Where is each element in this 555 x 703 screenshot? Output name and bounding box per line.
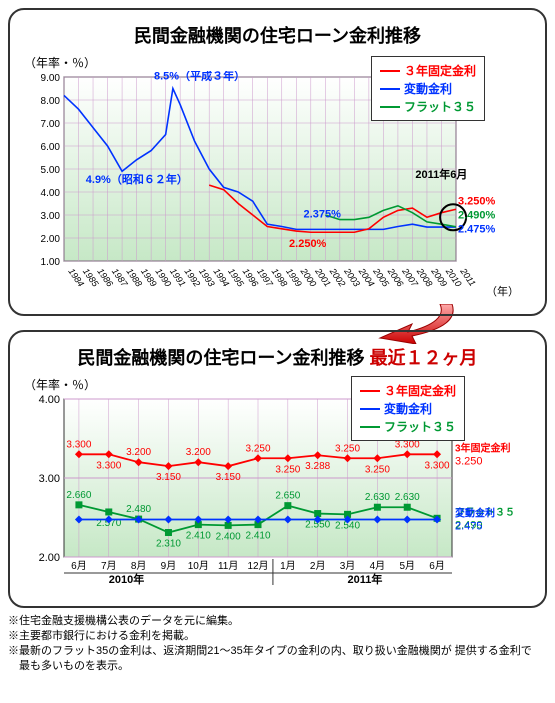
svg-text:6.00: 6.00 (41, 142, 61, 153)
svg-text:3.00: 3.00 (39, 473, 60, 485)
svg-text:2.410: 2.410 (186, 531, 211, 542)
top-title: 民間金融機関の住宅ローン金利推移 (24, 22, 531, 48)
svg-text:3.250: 3.250 (335, 443, 360, 454)
svg-text:3.250: 3.250 (275, 464, 300, 475)
svg-text:2006: 2006 (385, 266, 405, 289)
svg-text:2.475%: 2.475% (458, 223, 496, 235)
svg-text:6月: 6月 (71, 560, 87, 572)
note-line: ※主要都市銀行における金利を掲載。 (8, 629, 547, 644)
svg-text:（年）: （年） (486, 284, 519, 298)
top-panel: 民間金融機関の住宅ローン金利推移 （年率・％） 1.002.003.004.00… (8, 8, 547, 316)
bottom-title-main: 民間金融機関の住宅ローン金利推移 (77, 348, 364, 368)
svg-text:2.480: 2.480 (126, 504, 151, 515)
svg-text:2003: 2003 (342, 266, 362, 289)
note-line: ※最新のフラット35の金利は、返済期間21～35年タイプの金利の内、取り扱い金融… (8, 644, 547, 659)
svg-text:2.490%: 2.490% (458, 209, 496, 221)
svg-text:2月: 2月 (310, 560, 326, 572)
footnotes: ※住宅金融支援機構公表のデータを元に編集。 ※主要都市銀行における金利を掲載。 … (8, 614, 547, 673)
svg-text:4.00: 4.00 (41, 188, 61, 199)
svg-text:3年固定金利: 3年固定金利 (455, 441, 511, 454)
svg-text:3.250: 3.250 (455, 455, 483, 467)
svg-text:2010: 2010 (443, 266, 463, 289)
svg-text:2.630: 2.630 (395, 492, 420, 503)
svg-text:11月: 11月 (218, 560, 238, 572)
svg-text:3.300: 3.300 (66, 439, 91, 450)
svg-text:2.475: 2.475 (455, 520, 483, 532)
svg-text:変動金利: 変動金利 (455, 506, 495, 519)
svg-text:3.150: 3.150 (156, 472, 181, 483)
svg-text:2.00: 2.00 (41, 234, 61, 245)
svg-text:3.288: 3.288 (305, 461, 330, 472)
svg-text:4月: 4月 (370, 560, 386, 572)
bottom-title-sub: 最近１２ヶ月 (370, 348, 478, 368)
svg-text:9.00: 9.00 (41, 73, 61, 84)
svg-text:2.660: 2.660 (66, 490, 91, 501)
svg-text:5月: 5月 (399, 560, 415, 572)
svg-text:2009: 2009 (429, 266, 449, 289)
bottom-title: 民間金融機関の住宅ローン金利推移 最近１２ヶ月 (24, 344, 531, 370)
svg-text:2.310: 2.310 (156, 539, 181, 550)
svg-text:1.00: 1.00 (41, 257, 61, 268)
svg-text:2008: 2008 (414, 266, 434, 289)
bottom-panel: 民間金融機関の住宅ローン金利推移 最近１２ヶ月 （年率・％） 2.003.004… (8, 330, 547, 608)
bottom-legend: ３年固定金利変動金利フラット３５ (351, 376, 465, 441)
svg-text:12月: 12月 (247, 560, 268, 572)
svg-text:3月: 3月 (340, 560, 356, 572)
top-legend: ３年固定金利変動金利フラット３５ (371, 56, 485, 121)
svg-text:8.5%（平成３年）: 8.5%（平成３年） (154, 71, 245, 82)
svg-text:3.250: 3.250 (365, 464, 390, 475)
svg-text:2.630: 2.630 (365, 492, 390, 503)
svg-text:2.250%: 2.250% (289, 238, 327, 250)
svg-text:2011年: 2011年 (348, 572, 383, 586)
note-line: ※住宅金融支援機構公表のデータを元に編集。 (8, 614, 547, 629)
svg-text:2001: 2001 (313, 266, 333, 289)
svg-text:3.200: 3.200 (186, 447, 211, 458)
svg-text:3.150: 3.150 (216, 472, 241, 483)
svg-text:3.300: 3.300 (96, 460, 121, 471)
svg-text:6月: 6月 (429, 560, 445, 572)
svg-text:3.250: 3.250 (245, 443, 270, 454)
svg-text:2.410: 2.410 (245, 531, 270, 542)
svg-text:2004: 2004 (356, 266, 376, 289)
note-line: 最も多いものを表示。 (8, 659, 547, 674)
svg-text:3.250%: 3.250% (458, 196, 496, 208)
svg-text:7月: 7月 (101, 560, 117, 572)
svg-text:2.375%: 2.375% (304, 208, 342, 220)
svg-text:3.200: 3.200 (126, 447, 151, 458)
svg-text:3.00: 3.00 (41, 211, 61, 222)
svg-text:10月: 10月 (188, 560, 209, 572)
svg-text:3.300: 3.300 (425, 460, 450, 471)
svg-text:9月: 9月 (161, 560, 177, 572)
svg-text:2.00: 2.00 (39, 552, 60, 564)
svg-text:4.9%（昭和６２年）: 4.9%（昭和６２年） (86, 172, 188, 186)
svg-text:2002: 2002 (327, 266, 347, 289)
svg-text:2.400: 2.400 (216, 531, 241, 542)
svg-text:8.00: 8.00 (41, 96, 61, 107)
svg-text:4.00: 4.00 (39, 394, 60, 406)
svg-text:5.00: 5.00 (41, 165, 61, 176)
svg-text:7.00: 7.00 (41, 119, 61, 130)
svg-text:2000: 2000 (298, 266, 318, 289)
svg-text:8月: 8月 (131, 560, 147, 572)
svg-text:2010年: 2010年 (109, 572, 144, 586)
svg-text:1月: 1月 (280, 560, 296, 572)
svg-text:2011年6月: 2011年6月 (415, 167, 467, 181)
svg-text:2.650: 2.650 (275, 491, 300, 502)
